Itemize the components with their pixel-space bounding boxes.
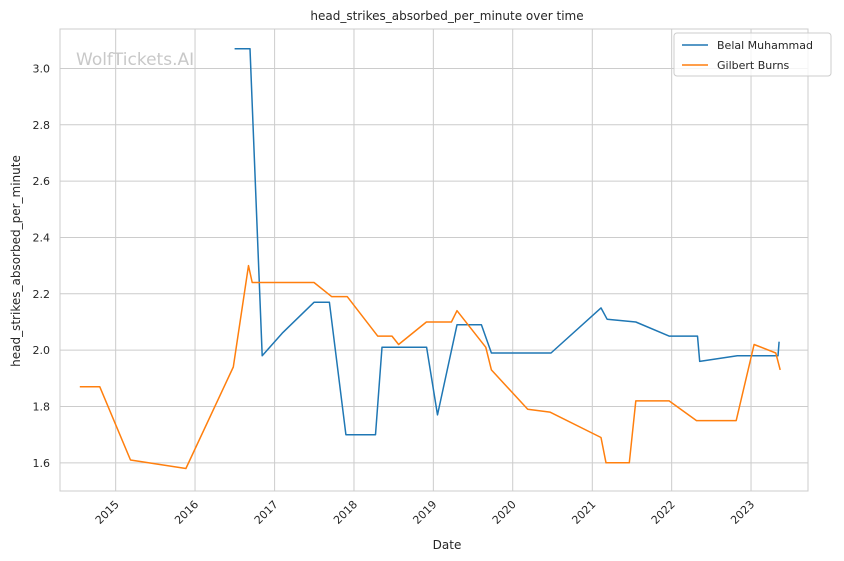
legend: Belal Muhammad Gilbert Burns: [673, 32, 832, 77]
y-tick-label: 2.8: [33, 119, 51, 132]
y-grid: [60, 67, 808, 464]
legend-label-belal-muhammad: Belal Muhammad: [717, 39, 813, 52]
plot-frame: [59, 28, 809, 492]
y-tick-label: 2.2: [33, 288, 51, 301]
y-tick-label: 2.4: [33, 231, 51, 244]
y-tick-label: 1.8: [33, 400, 51, 413]
y-tick-label: 1.6: [33, 457, 51, 470]
series-line-belal-muhammad: [234, 47, 780, 436]
y-tick-label: 2.6: [33, 175, 51, 188]
y-tick-label: 2.0: [33, 344, 51, 357]
x-axis-label: Date: [433, 538, 462, 552]
plot-background: [60, 29, 808, 491]
watermark: WolfTickets.AI: [76, 50, 194, 70]
series-line-gilbert-burns: [79, 264, 781, 470]
y-tick-label: 3.0: [33, 62, 51, 75]
chart-title: head_strikes_absorbed_per_minute over ti…: [310, 9, 583, 23]
series-layer: [79, 47, 781, 470]
x-grid: [115, 29, 752, 491]
legend-label-gilbert-burns: Gilbert Burns: [717, 59, 790, 72]
legend-box: [673, 32, 832, 77]
y-tick-labels: 1.6 1.8 2.0 2.2 2.4 2.6 2.8 3.0: [33, 62, 51, 469]
y-axis-label: head_strikes_absorbed_per_minute: [9, 155, 23, 367]
